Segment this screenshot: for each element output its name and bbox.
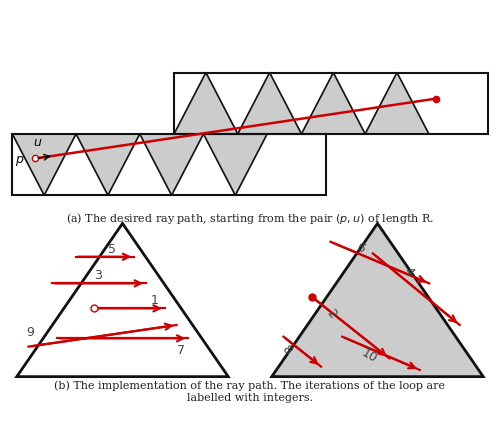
Polygon shape [272,224,483,377]
Polygon shape [302,73,365,135]
Polygon shape [76,135,140,196]
Text: 1: 1 [150,294,158,307]
Text: $u$: $u$ [33,135,42,148]
Polygon shape [12,135,76,196]
Polygon shape [174,73,238,135]
Text: 4: 4 [401,264,416,279]
Polygon shape [238,73,302,135]
Polygon shape [17,224,228,377]
Polygon shape [204,135,267,196]
Text: 2: 2 [324,305,338,320]
Text: 6: 6 [354,240,368,255]
Text: 8: 8 [279,342,294,357]
Text: 9: 9 [26,325,34,338]
Text: (b) The implementation of the ray path. The iterations of the loop are
labelled : (b) The implementation of the ray path. … [54,380,446,402]
Text: $p$: $p$ [15,154,24,168]
Text: 5: 5 [108,242,116,255]
Text: 3: 3 [94,269,102,282]
Polygon shape [365,73,429,135]
Text: 7: 7 [176,343,184,357]
Text: 10: 10 [358,345,379,365]
Polygon shape [140,135,203,196]
Text: (a) The desired ray path, starting from the pair $(p,u)$ of length R.: (a) The desired ray path, starting from … [66,211,434,226]
